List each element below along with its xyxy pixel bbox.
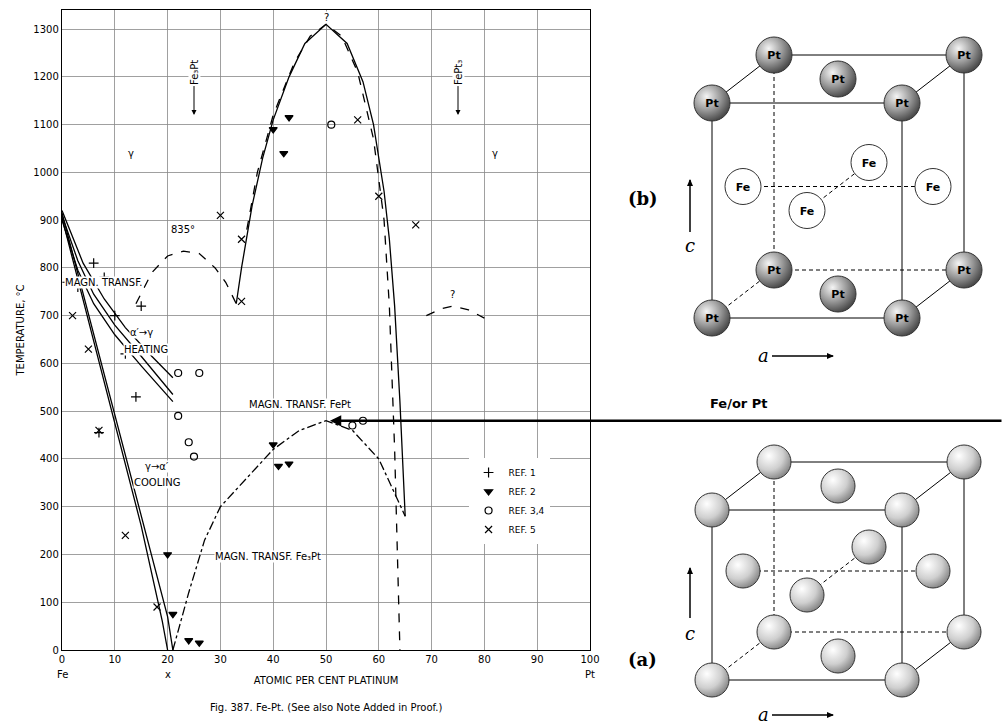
svg-text:1000: 1000 <box>33 167 58 178</box>
svg-text:γ: γ <box>128 148 134 159</box>
svg-text:Fig. 387. Fe-Pt. (See also Not: Fig. 387. Fe-Pt. (See also Note Added in… <box>210 702 443 713</box>
svg-text:c: c <box>685 235 695 256</box>
svg-text:(a): (a) <box>628 649 657 670</box>
svg-text:30: 30 <box>214 654 227 665</box>
svg-text:800: 800 <box>40 262 59 273</box>
svg-text:0: 0 <box>52 645 58 656</box>
svg-text:TEMPERATURE, °C: TEMPERATURE, °C <box>15 284 26 376</box>
svg-text:835°: 835° <box>171 224 195 235</box>
svg-text:600: 600 <box>40 358 59 369</box>
svg-text:MAGN. TRANSF. Fe₃Pt: MAGN. TRANSF. Fe₃Pt <box>215 551 321 562</box>
svg-text:900: 900 <box>40 215 59 226</box>
svg-text:1200: 1200 <box>33 71 58 82</box>
svg-text:Pt: Pt <box>895 97 908 110</box>
svg-text:γ: γ <box>492 148 498 159</box>
svg-text:Fe/or Pt: Fe/or Pt <box>710 396 768 411</box>
svg-text:70: 70 <box>425 654 438 665</box>
svg-text:40: 40 <box>267 654 280 665</box>
svg-text:REF. 3,4: REF. 3,4 <box>509 506 545 516</box>
svg-text:REF. 5: REF. 5 <box>509 525 536 535</box>
svg-text:200: 200 <box>40 549 59 560</box>
svg-text:REF. 2: REF. 2 <box>509 487 536 497</box>
svg-text:Pt: Pt <box>767 49 780 62</box>
svg-text:?: ? <box>450 289 455 300</box>
svg-text:400: 400 <box>40 453 59 464</box>
svg-text:α′→γ: α′→γ <box>130 327 153 338</box>
svg-text:Pt: Pt <box>585 669 595 680</box>
svg-text:10: 10 <box>108 654 121 665</box>
svg-text:50: 50 <box>320 654 333 665</box>
svg-text:x: x <box>165 669 171 680</box>
svg-text:700: 700 <box>40 310 59 321</box>
svg-text:300: 300 <box>40 501 59 512</box>
svg-text:Fe₃Pt: Fe₃Pt <box>189 60 200 85</box>
svg-text:Fe: Fe <box>57 669 68 680</box>
svg-text:?: ? <box>324 12 329 23</box>
svg-text:γ→α′: γ→α′ <box>145 461 169 472</box>
svg-text:Pt: Pt <box>957 264 970 277</box>
svg-text:60: 60 <box>372 654 385 665</box>
svg-text:1100: 1100 <box>33 119 58 130</box>
svg-text:a: a <box>758 704 769 725</box>
svg-text:REF. 1: REF. 1 <box>509 468 536 478</box>
svg-text:MAGN. TRANSF. FePt: MAGN. TRANSF. FePt <box>249 399 351 410</box>
svg-text:1300: 1300 <box>33 24 58 35</box>
svg-text:90: 90 <box>531 654 544 665</box>
svg-text:ATOMIC PER CENT PLATINUM: ATOMIC PER CENT PLATINUM <box>254 675 399 686</box>
svg-text:0: 0 <box>59 654 65 665</box>
svg-text:100: 100 <box>580 654 599 665</box>
svg-text:Fe: Fe <box>800 205 815 218</box>
svg-text:Pt: Pt <box>705 312 718 325</box>
svg-text:FePt₃: FePt₃ <box>453 60 464 85</box>
svg-text:MAGN. TRANSF.: MAGN. TRANSF. <box>65 277 143 288</box>
svg-text:Pt: Pt <box>831 73 844 86</box>
svg-text:20: 20 <box>161 654 174 665</box>
svg-text:100: 100 <box>40 597 59 608</box>
svg-text:c: c <box>685 623 695 644</box>
svg-text:Fe: Fe <box>736 181 751 194</box>
svg-text:80: 80 <box>478 654 491 665</box>
svg-text:Pt: Pt <box>831 288 844 301</box>
svg-text:COOLING: COOLING <box>134 477 180 488</box>
svg-text:Pt: Pt <box>895 312 908 325</box>
svg-text:Pt: Pt <box>705 97 718 110</box>
svg-text:a: a <box>758 345 769 366</box>
svg-text:(b): (b) <box>628 188 658 209</box>
svg-text:HEATING: HEATING <box>124 344 168 355</box>
svg-text:Fe: Fe <box>926 181 941 194</box>
svg-text:500: 500 <box>40 406 59 417</box>
svg-text:Pt: Pt <box>957 49 970 62</box>
svg-text:Fe: Fe <box>862 157 877 170</box>
svg-text:Pt: Pt <box>767 264 780 277</box>
